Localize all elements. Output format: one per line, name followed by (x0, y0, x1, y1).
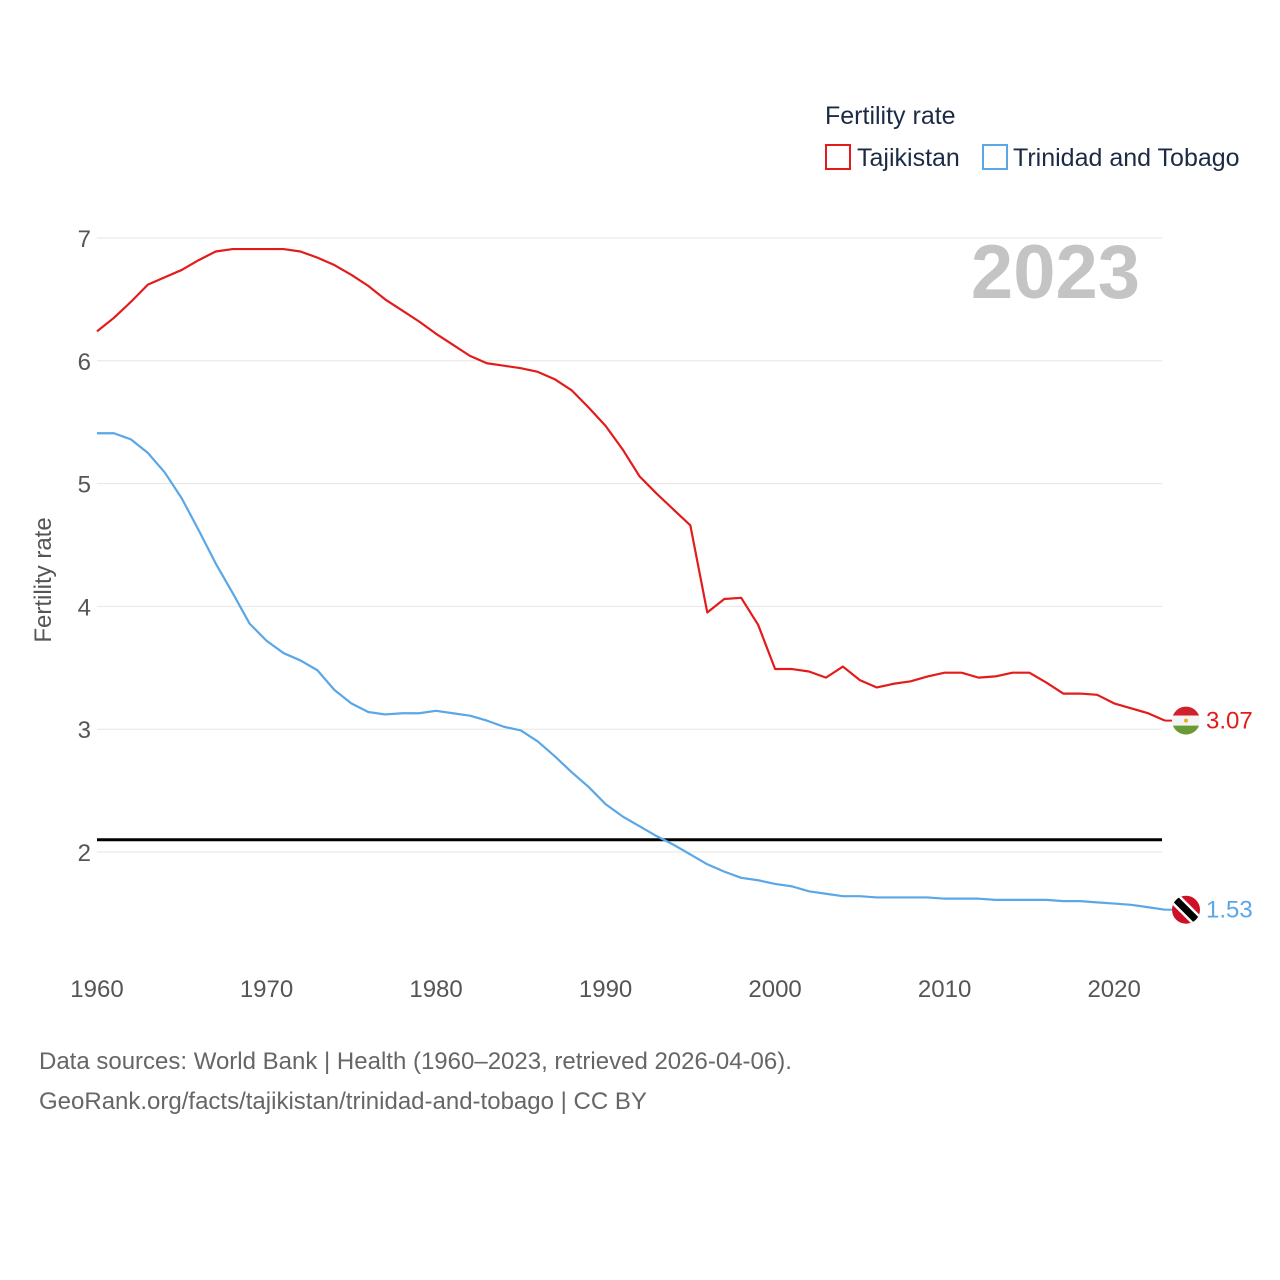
source-line-2[interactable]: GeoRank.org/facts/tajikistan/trinidad-an… (39, 1088, 647, 1115)
y-tick-label: 5 (78, 472, 91, 499)
y-tick-label: 4 (78, 594, 91, 621)
legend-swatch-trinidad-and-tobago[interactable] (982, 144, 1008, 170)
x-tick-label: 1970 (240, 976, 293, 1003)
trinidad-and-tobago-flag-icon (1172, 895, 1200, 924)
end-value-label: 3.07 (1206, 708, 1253, 735)
series-line-tajikistan[interactable] (96, 247, 1166, 722)
source-line-1: Data sources: World Bank | Health (1960–… (39, 1048, 792, 1075)
x-tick-label: 2010 (918, 976, 971, 1003)
legend-label-trinidad-and-tobago[interactable]: Trinidad and Tobago (1013, 144, 1240, 172)
source-note: Data sources: World Bank | Health (1960–… (39, 1042, 792, 1122)
gridlines (97, 237, 1162, 853)
end-markers: 3.07 1.53 (1165, 706, 1253, 924)
legend-title: Fertility rate (825, 102, 956, 130)
y-tick-label: 2 (78, 840, 91, 867)
legend[interactable]: Fertility rate Tajikistan Trinidad and T… (825, 102, 1240, 172)
end-value-label: 1.53 (1206, 897, 1253, 924)
y-axis-title: Fertility rate (30, 517, 57, 642)
highlight-year: 2023 (971, 230, 1140, 315)
y-axis-ticks: 2 3 4 5 6 7 (78, 226, 91, 867)
series-line-trinidad-and-tobago[interactable] (97, 432, 1166, 911)
x-tick-label: 2020 (1087, 976, 1140, 1003)
x-tick-label: 2000 (748, 976, 801, 1003)
legend-swatch-tajikistan[interactable] (825, 144, 851, 170)
series-lines (96, 247, 1166, 911)
tajikistan-flag-icon (1172, 706, 1200, 735)
y-tick-label: 3 (78, 717, 91, 744)
fertility-rate-chart: 2 3 4 5 6 7 1960 1970 1980 1990 2000 2010 2020 Fert… (30, 102, 1253, 1003)
y-tick-label: 7 (78, 226, 91, 253)
x-tick-label: 1960 (70, 976, 123, 1003)
y-tick-label: 6 (78, 349, 91, 376)
legend-label-tajikistan[interactable]: Tajikistan (857, 144, 960, 172)
x-tick-label: 1980 (409, 976, 462, 1003)
x-tick-label: 1990 (579, 976, 632, 1003)
x-axis-ticks: 1960 1970 1980 1990 2000 2010 2020 (70, 976, 1141, 1003)
